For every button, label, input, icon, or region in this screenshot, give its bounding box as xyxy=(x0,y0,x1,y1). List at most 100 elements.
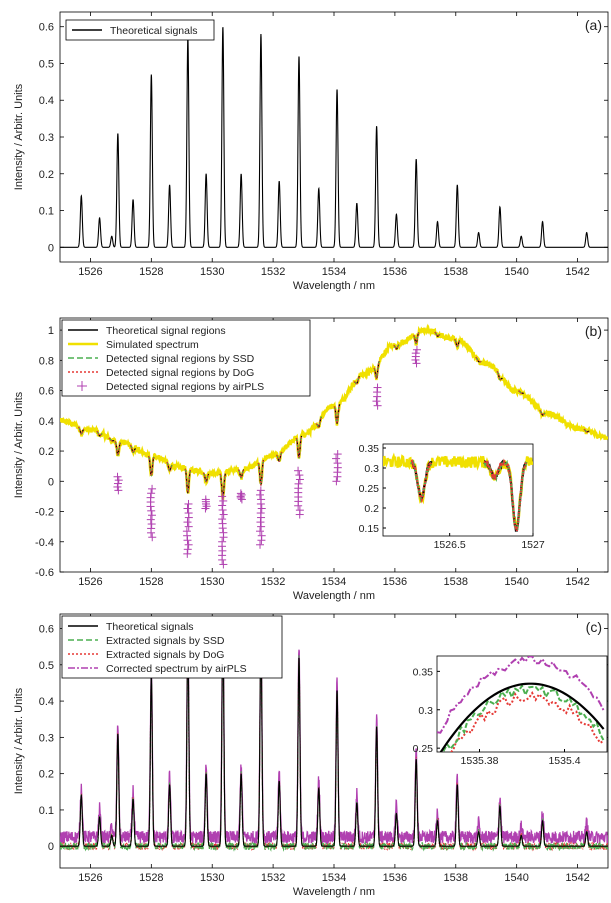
legend-label: Simulated spectrum xyxy=(106,339,199,351)
plot-frame xyxy=(59,11,609,263)
inset-y-tick-label: 0.15 xyxy=(359,523,380,535)
dog-region xyxy=(202,472,210,483)
x-tick-label: 1530 xyxy=(200,266,224,278)
legend-label: Theoretical signals xyxy=(110,25,198,37)
y-tick-label: 0 xyxy=(48,242,54,254)
y-tick-label: 0.6 xyxy=(39,386,54,398)
x-axis-label: Wavelength / nm xyxy=(293,590,375,602)
series-group-a xyxy=(60,27,608,248)
chart-layer: 1526 1528 1530 1532 1534 1536 1538 1540 1542 0 0.1… xyxy=(13,11,609,898)
dog-region xyxy=(373,360,380,379)
x-tick-label: 1532 xyxy=(261,576,285,588)
legend-label: Detected signal regions by DoG xyxy=(106,367,254,379)
inset-dog-region xyxy=(410,458,433,504)
y-tick-label: 0.1 xyxy=(39,206,54,218)
series-theoretical-signals xyxy=(60,27,608,248)
theoretical-region xyxy=(184,468,192,494)
dog-region xyxy=(583,428,590,433)
axes-a: 1526 1528 1530 1532 1534 1536 1538 1540 1542 0 0.1… xyxy=(13,11,609,292)
x-tick-label: 1528 xyxy=(139,872,163,884)
y-tick-label: 0.4 xyxy=(39,416,54,428)
legend-label: Detected signal regions by airPLS xyxy=(106,381,264,393)
inset-y-tick-label: 0.3 xyxy=(418,705,433,717)
y-tick-label: 0.5 xyxy=(39,660,54,672)
x-tick-label: 1534 xyxy=(322,266,346,278)
inset-b-series xyxy=(383,452,533,533)
x-tick-label: 1528 xyxy=(139,576,163,588)
inset-airpls xyxy=(437,656,605,734)
x-tick-label: 1540 xyxy=(504,576,528,588)
y-tick-label: 0.4 xyxy=(39,95,54,107)
y-tick-label: 0.1 xyxy=(39,805,54,817)
x-tick-label: 1532 xyxy=(261,266,285,278)
x-tick-label: 1542 xyxy=(565,266,589,278)
legend-c: Theoretical signals Extracted signals by … xyxy=(61,615,283,679)
ssd-region xyxy=(373,360,380,379)
y-tick-label: 0 xyxy=(48,476,54,488)
legend-box xyxy=(61,615,283,679)
y-tick-label: 0.6 xyxy=(39,624,54,636)
dog-region xyxy=(393,344,400,350)
inset-y-tick-label: 0.25 xyxy=(413,743,434,755)
inset-ssd xyxy=(441,683,605,752)
y-tick-label: 0.2 xyxy=(39,769,54,781)
x-tick-label: 1536 xyxy=(383,266,407,278)
dog-region xyxy=(96,430,103,437)
inset-dog-region xyxy=(483,458,506,480)
ssd-region xyxy=(114,441,121,456)
dog-region xyxy=(454,338,461,348)
x-tick-label: 1540 xyxy=(504,872,528,884)
series-group-b xyxy=(60,323,608,569)
x-tick-label: 1530 xyxy=(200,872,224,884)
ssd-region xyxy=(237,469,245,479)
legend-b: Theoretical signal regions Simulated spec… xyxy=(61,319,311,397)
inset-x-tick-label: 1527 xyxy=(521,539,545,551)
x-tick-label: 1526 xyxy=(78,576,102,588)
x-axis-label: Wavelength / nm xyxy=(293,886,375,898)
inset-dog xyxy=(450,691,605,752)
y-axis-label: Intensity / Arbitr. Units xyxy=(13,391,25,498)
x-tick-label: 1538 xyxy=(444,872,468,884)
inset-dog-region xyxy=(505,460,527,532)
x-tick-label: 1530 xyxy=(200,576,224,588)
x-tick-label: 1532 xyxy=(261,872,285,884)
legend-label: Corrected spectrum by airPLS xyxy=(106,663,247,675)
y-tick-label: -0.2 xyxy=(35,507,54,519)
y-tick-label: 0.2 xyxy=(39,446,54,458)
dog-region xyxy=(129,444,136,453)
x-tick-label: 1534 xyxy=(322,576,346,588)
x-tick-label: 1534 xyxy=(322,872,346,884)
panel-label: (b) xyxy=(585,323,602,339)
x-tick-label: 1526 xyxy=(78,872,102,884)
y-tick-label: -0.4 xyxy=(35,537,54,549)
x-tick-label: 1528 xyxy=(139,266,163,278)
y-tick-label: -0.6 xyxy=(35,567,54,579)
legend-label: Extracted signals by SSD xyxy=(106,635,225,647)
x-tick-label: 1538 xyxy=(444,266,468,278)
legend-label: Detected signal regions by SSD xyxy=(106,353,255,365)
dog-region xyxy=(333,404,341,425)
ssd-region xyxy=(413,332,420,345)
y-tick-label: 0.5 xyxy=(39,58,54,70)
dog-region xyxy=(475,356,482,363)
y-tick-label: 0.6 xyxy=(39,22,54,34)
legend-a: Theoretical signals xyxy=(65,19,215,41)
x-axis-label: Wavelength / nm xyxy=(293,280,375,292)
dog-region xyxy=(257,459,265,487)
dog-region xyxy=(315,416,322,428)
y-axis-label: Intensity / Arbitr. Units xyxy=(13,687,25,794)
inset-theoretical xyxy=(439,682,605,752)
inset-y-tick-label: 0.2 xyxy=(364,503,379,515)
dog-region xyxy=(353,376,360,385)
series-dog xyxy=(60,628,608,852)
inset-x-tick-label: 1526.5 xyxy=(434,539,466,551)
x-tick-label: 1536 xyxy=(383,576,407,588)
inset-x-tick-label: 1535.38 xyxy=(461,755,499,767)
dog-region xyxy=(295,435,303,459)
y-tick-label: 0.3 xyxy=(39,132,54,144)
inset-y-tick-label: 0.3 xyxy=(364,463,379,475)
dog-region xyxy=(434,331,441,337)
ssd-region xyxy=(539,409,546,416)
x-tick-label: 1542 xyxy=(565,576,589,588)
